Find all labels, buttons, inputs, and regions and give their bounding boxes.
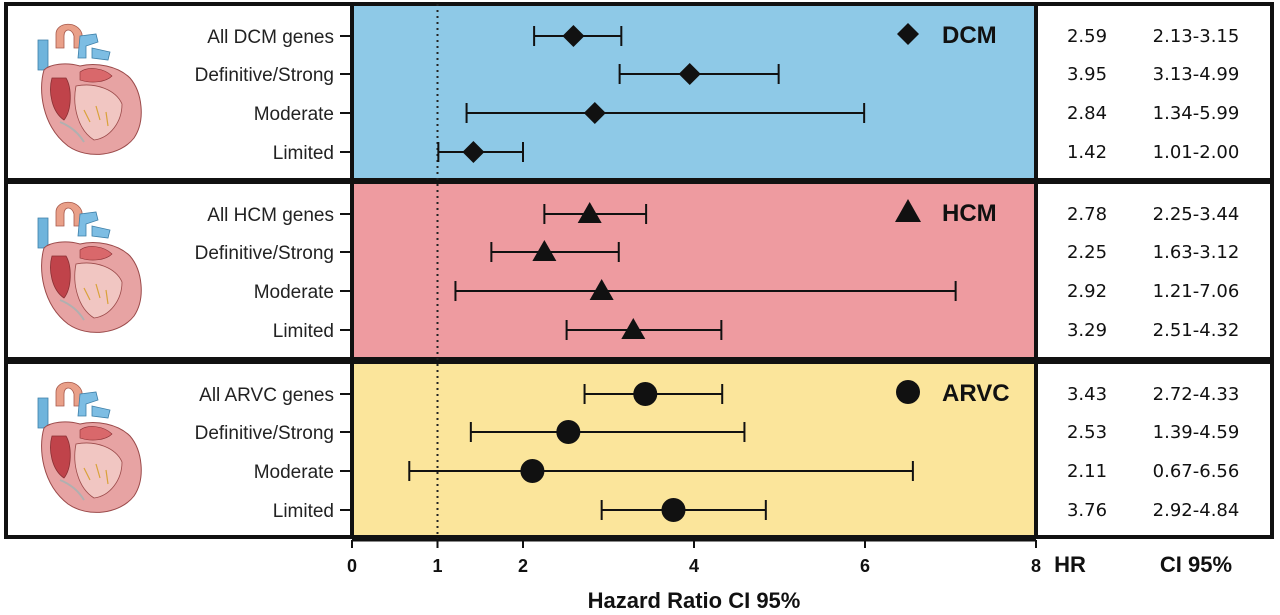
- legend-marker-circle-icon: [896, 380, 920, 404]
- row-label: Definitive/Strong: [195, 423, 334, 444]
- hr-point-hcm: [532, 240, 557, 261]
- row-label: All HCM genes: [207, 205, 334, 226]
- panel-values-arvc: [1036, 362, 1272, 537]
- panel-border: [4, 180, 1274, 361]
- panel-plot-arvc: [352, 362, 1036, 537]
- ci-value: 1.34-5.99: [1153, 103, 1240, 124]
- x-tick-label: 4: [689, 556, 699, 576]
- ci-value: 3.13-4.99: [1153, 64, 1240, 85]
- hr-point-hcm: [589, 279, 614, 300]
- group-name: DCM: [942, 22, 997, 49]
- hr-value: 2.92: [1067, 281, 1107, 302]
- hr-value: 2.53: [1067, 422, 1107, 443]
- hr-point-dcm: [462, 141, 485, 163]
- hr-value: 2.78: [1067, 204, 1107, 225]
- hr-point-arvc: [520, 459, 545, 483]
- ci-value: 2.13-3.15: [1153, 26, 1240, 47]
- hr-column-header: HR: [1054, 552, 1086, 577]
- x-axis-label: Hazard Ratio CI 95%: [588, 588, 801, 613]
- ci-value: 1.01-2.00: [1153, 142, 1240, 163]
- panel-values-dcm: [1036, 4, 1272, 180]
- hr-point-dcm: [583, 102, 606, 124]
- panel-plot-dcm: [352, 4, 1036, 180]
- group-name: ARVC: [942, 380, 1010, 407]
- hr-value: 2.11: [1067, 461, 1107, 482]
- x-tick-label: 6: [860, 556, 870, 576]
- row-label: Definitive/Strong: [195, 243, 334, 264]
- row-label: Moderate: [254, 104, 334, 125]
- ci-value: 1.39-4.59: [1153, 422, 1240, 443]
- x-tick-label: 1: [432, 556, 442, 576]
- x-tick-label: 2: [518, 556, 528, 576]
- hr-value: 2.59: [1067, 26, 1107, 47]
- ci-value: 2.92-4.84: [1153, 500, 1240, 521]
- x-tick-label: 8: [1031, 556, 1041, 576]
- hr-value: 2.84: [1067, 103, 1107, 124]
- row-label: All ARVC genes: [199, 385, 334, 406]
- row-label: Limited: [273, 321, 334, 342]
- panel-values-hcm: [1036, 182, 1272, 359]
- hr-value: 3.29: [1067, 320, 1107, 341]
- ci-value: 1.63-3.12: [1153, 242, 1240, 263]
- hr-point-dcm: [562, 25, 585, 47]
- hr-value: 1.42: [1067, 142, 1107, 163]
- panel-border: [4, 360, 1274, 539]
- hr-point-hcm: [577, 202, 602, 223]
- row-label: Moderate: [254, 282, 334, 303]
- panel-plot-hcm: [352, 182, 1036, 359]
- legend-marker-triangle-icon: [895, 199, 921, 222]
- row-label: Moderate: [254, 462, 334, 483]
- hr-point-arvc: [633, 382, 658, 406]
- hr-value: 3.43: [1067, 384, 1107, 405]
- ci-value: 2.51-4.32: [1153, 320, 1240, 341]
- hr-point-dcm: [678, 63, 701, 85]
- hr-point-arvc: [556, 420, 581, 444]
- hr-value: 2.25: [1067, 242, 1107, 263]
- hr-value: 3.95: [1067, 64, 1107, 85]
- hr-value: 3.76: [1067, 500, 1107, 521]
- x-tick-label: 0: [347, 556, 357, 576]
- row-label: Limited: [273, 501, 334, 522]
- ci-value: 0.67-6.56: [1153, 461, 1240, 482]
- ci-column-header: CI 95%: [1160, 552, 1232, 577]
- hr-point-hcm: [621, 318, 646, 339]
- group-name: HCM: [942, 200, 997, 227]
- hr-point-arvc: [661, 498, 686, 522]
- ci-value: 2.72-4.33: [1153, 384, 1240, 405]
- row-label: All DCM genes: [207, 27, 334, 48]
- row-label: Definitive/Strong: [195, 65, 334, 86]
- ci-value: 2.25-3.44: [1153, 204, 1240, 225]
- ci-value: 1.21-7.06: [1153, 281, 1240, 302]
- row-label: Limited: [273, 143, 334, 164]
- legend-marker-diamond-icon: [897, 23, 919, 45]
